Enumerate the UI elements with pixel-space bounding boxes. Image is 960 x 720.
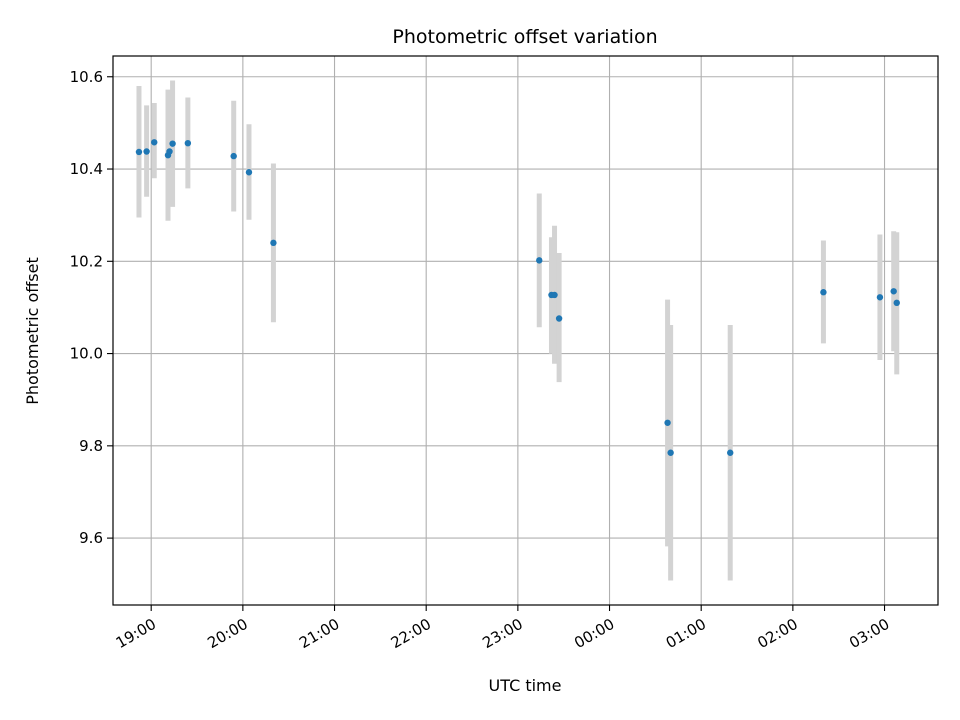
- y-tick-label: 9.8: [79, 437, 103, 455]
- data-point: [270, 239, 277, 247]
- data-point: [151, 139, 158, 146]
- data-point: [820, 289, 827, 296]
- data-point: [143, 148, 150, 155]
- y-tick-label: 10.6: [70, 68, 103, 86]
- data-point: [890, 288, 897, 295]
- grid: [113, 56, 938, 605]
- data-point: [667, 449, 674, 456]
- data-point: [230, 152, 237, 160]
- y-tick-label: 10.2: [70, 252, 103, 270]
- data-point: [184, 139, 192, 147]
- data-point: [893, 299, 900, 307]
- data-point: [245, 169, 253, 176]
- plot-frame: [112, 55, 939, 606]
- y-tick-label: 10.0: [70, 345, 103, 363]
- data-point: [727, 449, 734, 456]
- y-tick-label: 9.6: [79, 529, 103, 547]
- data-point: [536, 257, 543, 264]
- data-point: [551, 291, 558, 299]
- data-points: [135, 139, 900, 456]
- data-point: [876, 294, 884, 301]
- data-point: [135, 148, 143, 156]
- data-point: [664, 419, 671, 426]
- data-point: [555, 315, 563, 322]
- data-point: [169, 140, 176, 147]
- data-point: [166, 148, 173, 155]
- x-axis-title: UTC time: [489, 676, 562, 695]
- chart-title: Photometric offset variation: [392, 26, 657, 48]
- y-axis-title: Photometric offset: [23, 257, 42, 405]
- y-tick-label: 10.4: [70, 160, 103, 178]
